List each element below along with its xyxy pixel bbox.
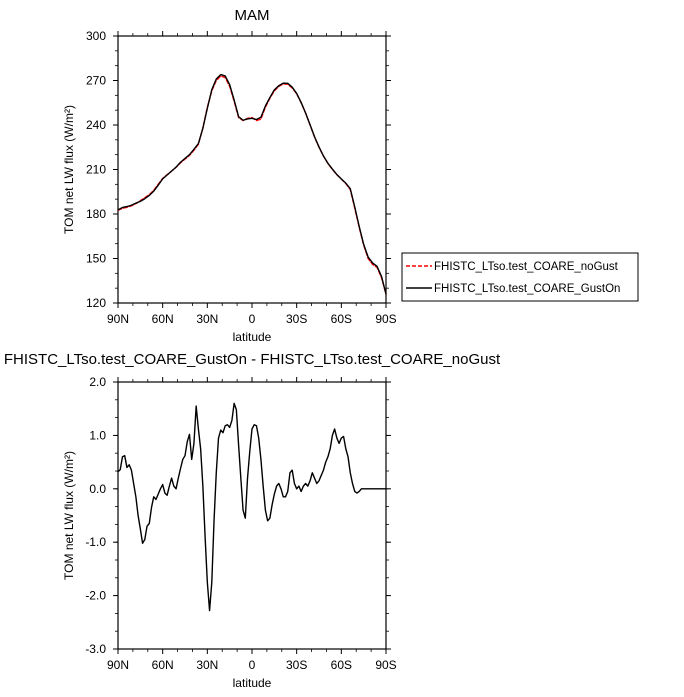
x-tick-label: 60S — [331, 658, 352, 672]
x-tick-label: 90S — [375, 658, 396, 672]
y-tick-label: 120 — [86, 296, 106, 310]
plot-frame — [117, 35, 387, 304]
y-tick-label: 0.0 — [89, 482, 106, 496]
y-tick-label: 210 — [86, 163, 106, 177]
x-tick-label: 30S — [286, 658, 307, 672]
x-tick-label: 90N — [107, 312, 129, 326]
chart-title: MAM — [235, 7, 270, 24]
y-tick-label: 300 — [86, 29, 106, 43]
y-tick-label: 150 — [86, 252, 106, 266]
legend-label: FHISTC_LTso.test_COARE_noGust — [434, 261, 619, 273]
x-tick-label: 0 — [249, 658, 256, 672]
x-tick-label: 30N — [196, 658, 218, 672]
y-tick-label: -2.0 — [85, 589, 106, 603]
y-tick-label: 270 — [86, 74, 106, 88]
x-tick-label: 30N — [196, 312, 218, 326]
x-tick-label: 0 — [249, 312, 256, 326]
y-tick-label: 1.0 — [89, 428, 106, 442]
y-axis-label: TOM net LW flux (W/m²) — [62, 105, 76, 234]
x-tick-label: 90N — [107, 658, 129, 672]
legend: FHISTC_LTso.test_COARE_noGust FHISTC_LTso… — [401, 252, 639, 302]
x-tick-label: 60N — [152, 312, 174, 326]
x-axis-label: latitude — [233, 676, 272, 690]
series-line-2 — [117, 73, 387, 295]
x-tick-label: 90S — [375, 312, 396, 326]
x-tick-label: 30S — [286, 312, 307, 326]
y-tick-label: 240 — [86, 118, 106, 132]
legend-box — [401, 252, 639, 302]
y-tick-label: -1.0 — [85, 535, 106, 549]
series-line-1 — [117, 402, 387, 612]
y-axis-label: TOM net LW flux (W/m²) — [62, 451, 76, 580]
y-tick-label: 2.0 — [89, 375, 106, 389]
legend-label: FHISTC_LTso.test_COARE_GustOn — [434, 283, 620, 295]
y-tick-label: 180 — [86, 207, 106, 221]
x-axis-label: latitude — [233, 330, 272, 344]
top-panel: MAM 90N 60N 30N 0 30S 60S 90S 120 150 180 210 240 270… — [62, 7, 397, 344]
y-tick-label: -3.0 — [85, 642, 106, 656]
bottom-panel: FHISTC_LTso.test_COARE_GustOn - FHISTC_L… — [4, 351, 501, 690]
x-tick-label: 60S — [331, 312, 352, 326]
x-tick-label: 60N — [152, 658, 174, 672]
plot-frame — [117, 381, 387, 650]
chart-title: FHISTC_LTso.test_COARE_GustOn - FHISTC_L… — [4, 351, 501, 368]
